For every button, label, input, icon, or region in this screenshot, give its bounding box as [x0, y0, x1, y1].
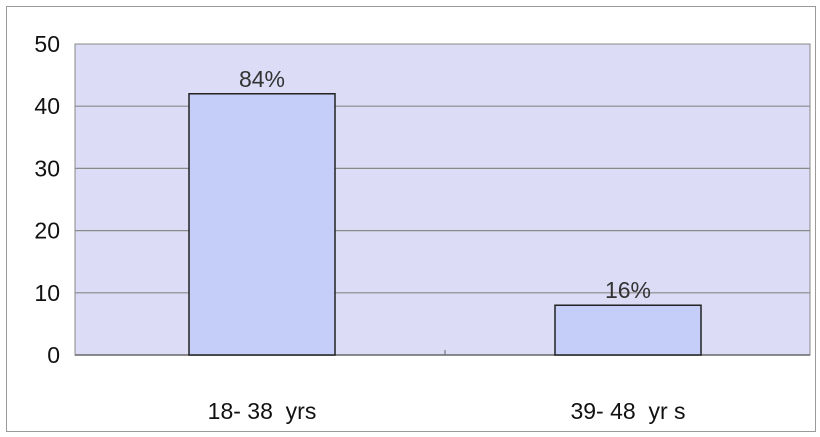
- y-tick-label-10: 10: [34, 280, 60, 306]
- x-category-label-2: 39- 48 yr s: [570, 398, 685, 424]
- x-category-label-1: 18- 38 yrs: [208, 398, 317, 424]
- y-tick-label-50: 50: [34, 31, 60, 57]
- bar-data-label-1: 84%: [239, 66, 285, 92]
- bar-1: [188, 93, 336, 356]
- y-tick-label-0: 0: [47, 342, 60, 368]
- y-axis-tick-labels: 0 10 20 30 40 50: [34, 31, 60, 368]
- bar-data-labels: 84% 16%: [239, 66, 651, 303]
- bar-data-label-2: 16%: [605, 277, 651, 303]
- y-tick-label-40: 40: [34, 93, 60, 119]
- x-axis-category-labels: 18- 38 yrs 39- 48 yr s: [208, 398, 686, 424]
- y-tick-label-30: 30: [34, 155, 60, 181]
- bars: [188, 93, 702, 356]
- bar-2: [554, 304, 702, 356]
- y-tick-label-20: 20: [34, 218, 60, 244]
